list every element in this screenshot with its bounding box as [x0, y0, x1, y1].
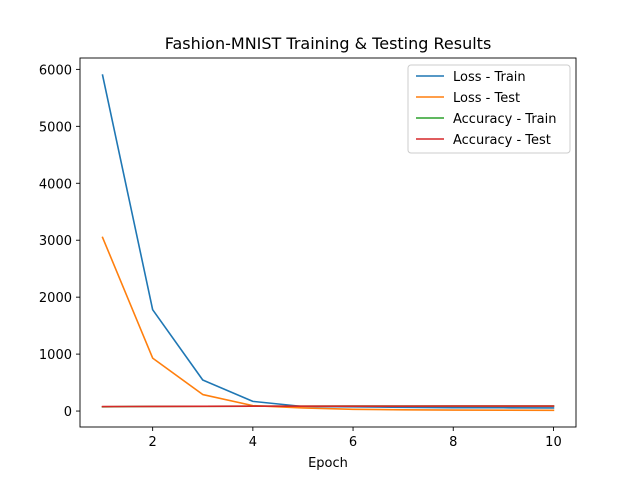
x-tick-label: 2 [149, 435, 157, 450]
plot-area: 2 4 6 8 10 0 1000 2000 3000 4000 5000 6000 [39, 57, 577, 450]
x-tick-label: 8 [449, 435, 457, 450]
legend-label: Accuracy - Test [453, 133, 551, 148]
y-tick-label: 2000 [39, 291, 72, 306]
y-tick-label: 1000 [39, 348, 72, 363]
y-tick-label: 5000 [39, 120, 72, 135]
legend-box [407, 64, 571, 154]
x-tick-label: 4 [249, 435, 257, 450]
y-tick-label: 0 [64, 405, 72, 420]
x-axis-title: Epoch [308, 456, 348, 471]
y-tick-label: 3000 [39, 234, 72, 249]
legend-label: Loss - Train [453, 70, 526, 85]
y-tick-label: 4000 [39, 177, 72, 192]
y-tick-label: 6000 [39, 63, 72, 78]
x-tick-label: 6 [349, 435, 357, 450]
plot-frame [79, 57, 577, 428]
series-line-4 [101, 405, 555, 408]
legend-label: Loss - Test [453, 91, 520, 106]
series-line-2 [101, 236, 555, 412]
legend-label: Accuracy - Train [453, 112, 557, 127]
chart-title: Fashion-MNIST Training & Testing Results [165, 34, 492, 53]
x-tick-label: 10 [545, 435, 562, 450]
legend: Loss - Train Loss - Test Accuracy - Train A… [407, 64, 571, 154]
